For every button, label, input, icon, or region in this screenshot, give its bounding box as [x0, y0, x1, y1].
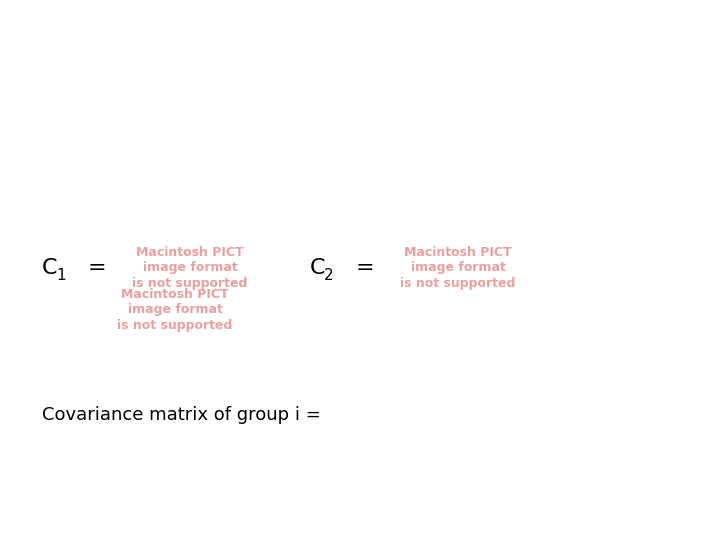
- Text: Macintosh PICT
image format
is not supported: Macintosh PICT image format is not suppo…: [400, 246, 516, 289]
- Text: 2: 2: [324, 268, 333, 284]
- Text: =: =: [356, 258, 374, 278]
- Text: C: C: [310, 258, 325, 278]
- Text: C: C: [42, 258, 58, 278]
- Text: Macintosh PICT
image format
is not supported: Macintosh PICT image format is not suppo…: [117, 288, 233, 332]
- Text: Covariance matrix of group i =: Covariance matrix of group i =: [42, 406, 320, 424]
- Text: =: =: [88, 258, 107, 278]
- Text: 1: 1: [56, 268, 66, 284]
- Text: Macintosh PICT
image format
is not supported: Macintosh PICT image format is not suppo…: [132, 246, 248, 289]
